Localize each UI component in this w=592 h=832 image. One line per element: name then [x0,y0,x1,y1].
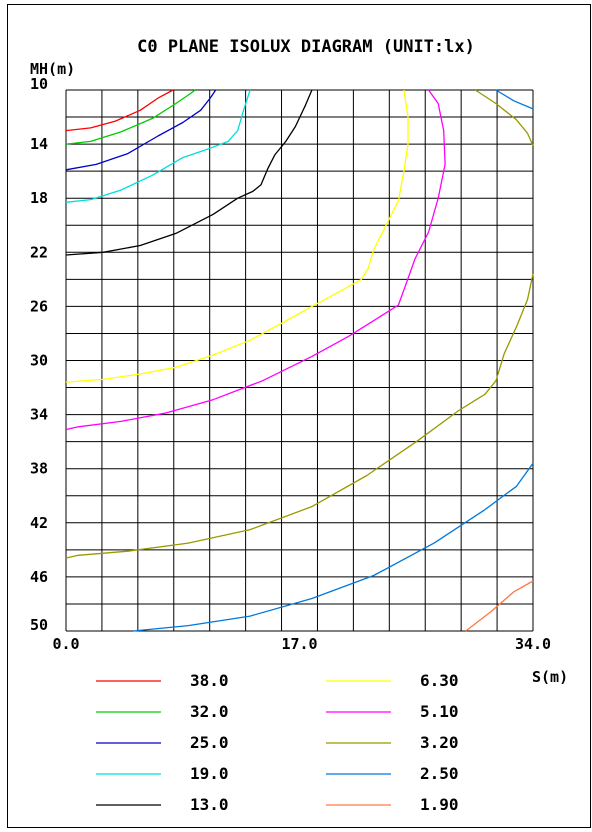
chart-title: C0 PLANE ISOLUX DIAGRAM (UNIT:lx) [137,37,475,57]
legend-label: 5.10 [420,702,459,721]
y-axis-label: MH(m) [30,60,75,78]
x-tick-label: 34.0 [515,635,551,653]
isolux-line-19-0 [65,89,251,203]
legend-label: 3.20 [420,733,459,752]
x-tick-label: 0.0 [52,635,79,653]
x-axis-label: S(m) [532,668,568,686]
y-tick-label: 42 [30,514,48,532]
isolux-line-extra [495,89,534,110]
isolux-line-2-50 [133,462,534,632]
tick-labels: 10 14 18 22 26 30 34 38 42 46 500.0 17.0 34.0 [30,75,551,653]
isolux-line-6-30 [65,89,409,383]
y-tick-label: 26 [30,297,48,315]
isolux-line-38-0 [65,89,174,132]
legend-label: 32.0 [190,702,229,721]
legend-label: 19.0 [190,764,229,783]
isolux-line-5-10 [65,89,446,431]
isolux-line-1-90 [465,580,534,632]
legend-label: 13.0 [190,795,229,814]
isolux-curves [65,89,534,632]
isolux-line-25-0 [65,89,217,171]
chart-frame [7,4,591,828]
legend-label: 1.90 [420,795,459,814]
legend-label: 25.0 [190,733,229,752]
y-tick-label: 46 [30,568,48,586]
y-tick-label: 50 [30,616,48,634]
y-tick-label: 30 [30,352,48,370]
isolux-line-3-20 [65,273,534,559]
isolux-line-32-0 [65,89,196,145]
isolux-line-13-0 [65,89,313,256]
legend-label: 2.50 [420,764,459,783]
isolux-line-extra [474,89,534,146]
x-tick-label: 17.0 [281,635,317,653]
y-tick-label: 14 [30,135,48,153]
grid [65,89,534,632]
y-tick-label: 38 [30,460,48,478]
y-tick-label: 10 [30,75,48,93]
y-tick-label: 18 [30,189,48,207]
legend-label: 38.0 [190,671,229,690]
y-tick-label: 22 [30,243,48,261]
legend-label: 6.30 [420,671,459,690]
y-tick-label: 34 [30,406,48,424]
legend: 38.0 32.0 25.0 19.0 13.0 6.30 5.10 3.20 2.50 1.90 [96,671,459,814]
